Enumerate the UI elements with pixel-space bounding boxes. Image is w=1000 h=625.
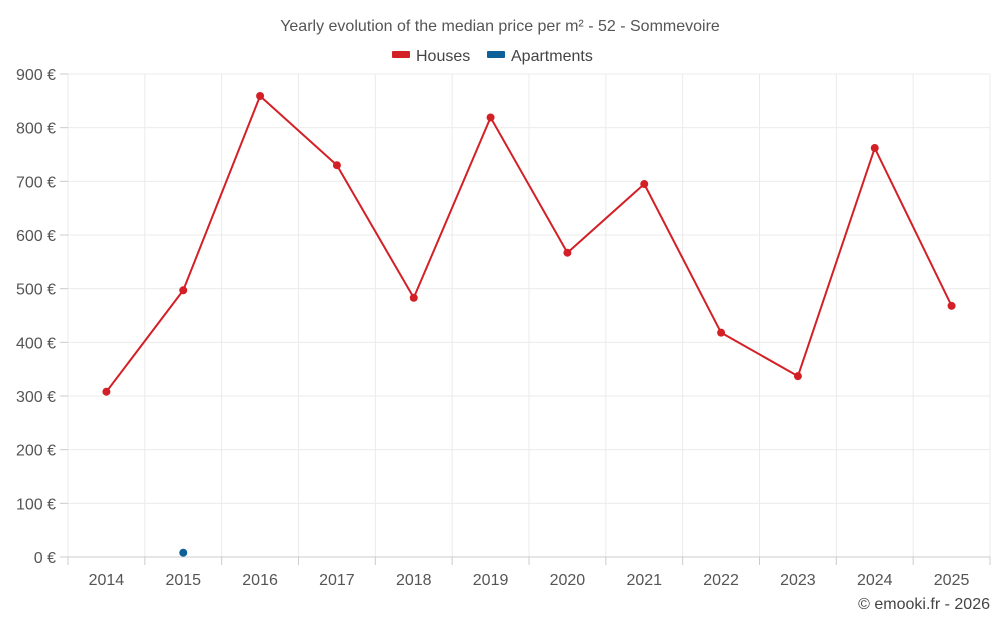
legend-item-houses[interactable]: Houses <box>392 48 470 65</box>
series-line-houses <box>105 95 953 393</box>
x-tick-label: 2014 <box>89 572 125 589</box>
data-point-houses[interactable] <box>947 301 956 310</box>
series <box>102 92 956 557</box>
data-point-houses[interactable] <box>256 92 265 101</box>
x-tick-label: 2024 <box>857 572 893 589</box>
y-tick-label: 800 € <box>16 121 56 138</box>
legend-swatch-apartments <box>487 51 505 58</box>
x-tick-label: 2015 <box>165 572 201 589</box>
data-point-houses[interactable] <box>717 328 726 337</box>
x-tick-label: 2016 <box>242 572 278 589</box>
x-tick-label: 2018 <box>396 572 432 589</box>
data-point-houses[interactable] <box>870 144 879 153</box>
grid <box>67 73 991 557</box>
y-tick-label: 400 € <box>16 335 56 352</box>
x-tick-label: 2022 <box>703 572 739 589</box>
axes: 0 € 100 € 200 € 300 € 400 € 500 € 600 € 700 € 80… <box>16 67 991 589</box>
credit-text: © emooki.fr - 2026 <box>858 596 990 613</box>
legend-label-apartments: Apartments <box>511 48 593 65</box>
data-point-houses[interactable] <box>486 113 495 122</box>
y-tick-label: 0 € <box>34 550 56 567</box>
legend-item-apartments[interactable]: Apartments <box>487 48 593 65</box>
y-tick-label: 100 € <box>16 496 56 513</box>
y-tick-label: 600 € <box>16 228 56 245</box>
x-tick-label: 2023 <box>780 572 816 589</box>
data-point-houses[interactable] <box>179 286 188 295</box>
x-tick-label: 2025 <box>934 572 970 589</box>
x-tick-label: 2020 <box>550 572 586 589</box>
y-tick-label: 200 € <box>16 443 56 460</box>
data-point-houses[interactable] <box>793 372 802 381</box>
x-tick-label: 2017 <box>319 572 355 589</box>
x-tick-label: 2019 <box>473 572 509 589</box>
y-tick-label: 700 € <box>16 174 56 191</box>
data-point-houses[interactable] <box>563 248 572 257</box>
data-point-houses[interactable] <box>409 293 418 302</box>
y-tick-label: 500 € <box>16 282 56 299</box>
data-point-houses[interactable] <box>102 387 111 396</box>
data-point-houses[interactable] <box>640 180 649 189</box>
legend-label-houses: Houses <box>416 48 470 65</box>
data-point-houses[interactable] <box>332 161 341 170</box>
chart-title: Yearly evolution of the median price per… <box>280 18 720 35</box>
x-tick-label: 2021 <box>626 572 662 589</box>
y-tick-label: 900 € <box>16 67 56 84</box>
data-point-apartments[interactable] <box>179 548 188 557</box>
legend-swatch-houses <box>392 51 410 58</box>
legend: Houses Apartments <box>392 48 593 65</box>
y-tick-label: 300 € <box>16 389 56 406</box>
